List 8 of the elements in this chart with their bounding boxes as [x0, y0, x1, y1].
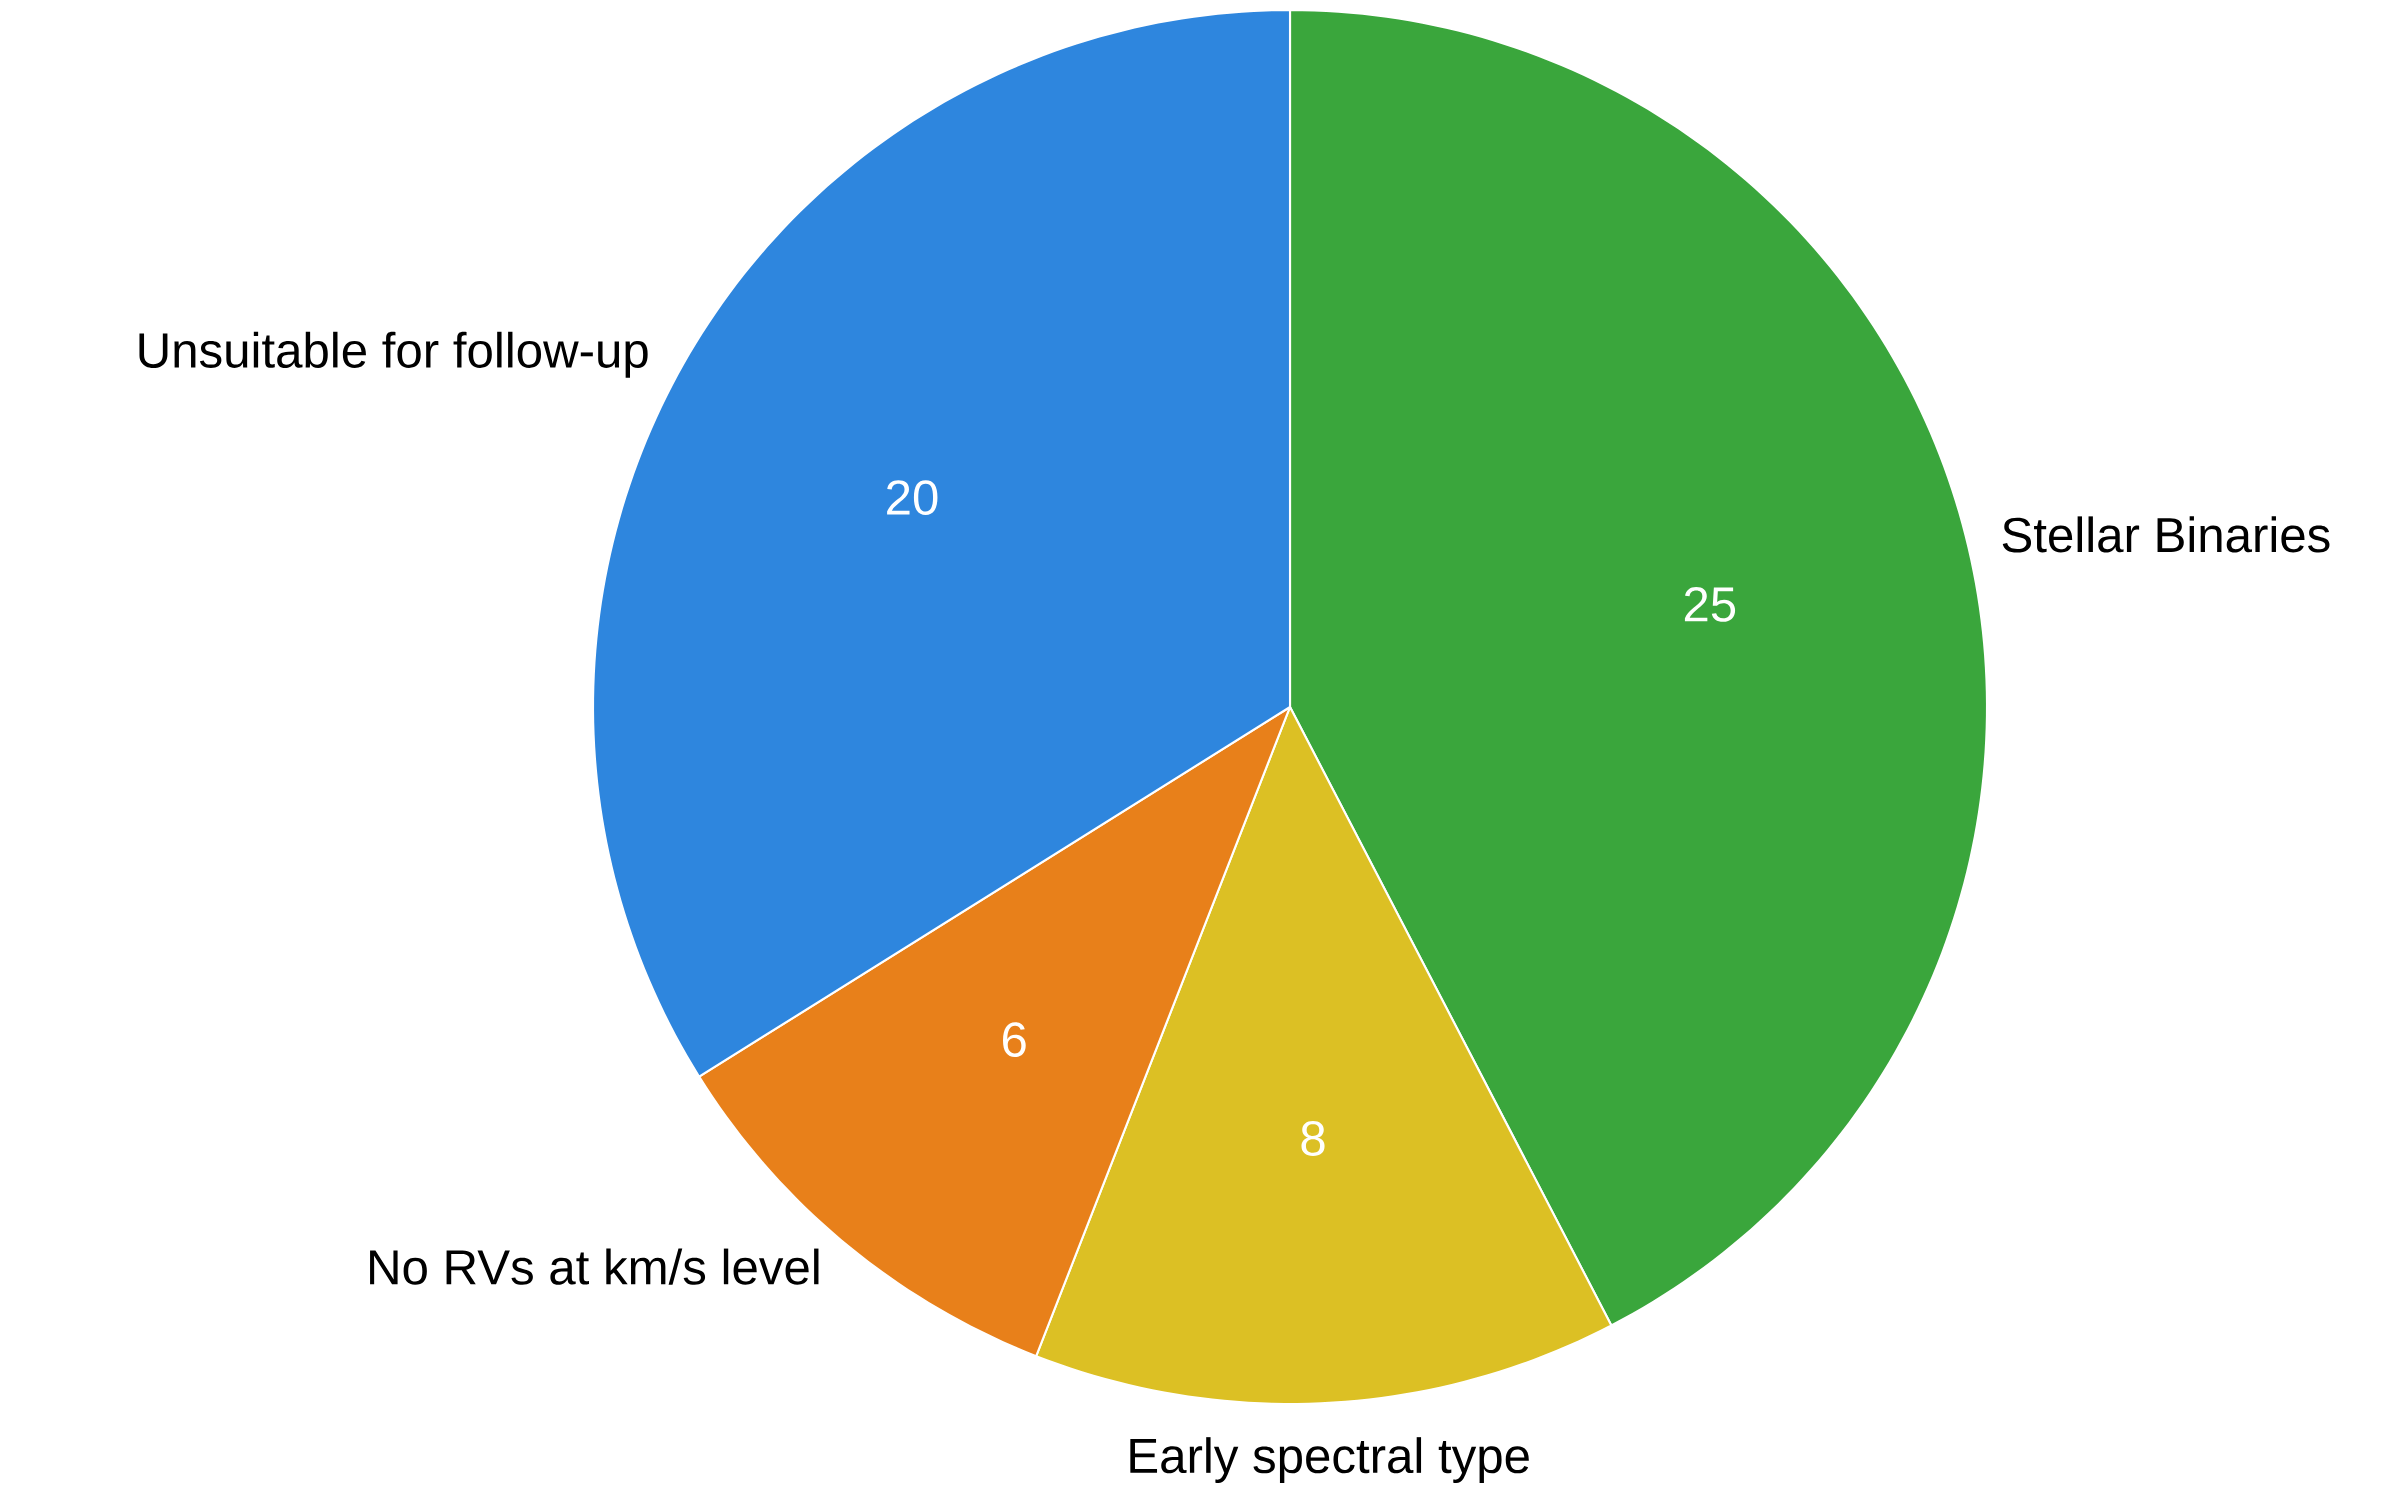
data-label: 8 — [1301, 1121, 1325, 1156]
data-label: 20 — [887, 480, 938, 516]
slice-label: No RVs at km/s level — [370, 1248, 819, 1285]
slice-label: Stellar Binaries — [2002, 516, 2330, 553]
data-label: 6 — [1003, 1022, 1026, 1058]
data-label: 25 — [1684, 586, 1736, 622]
slice-label: Early spectral type — [1130, 1437, 1529, 1484]
slice-label: Unsuitable for follow-up — [139, 331, 648, 378]
